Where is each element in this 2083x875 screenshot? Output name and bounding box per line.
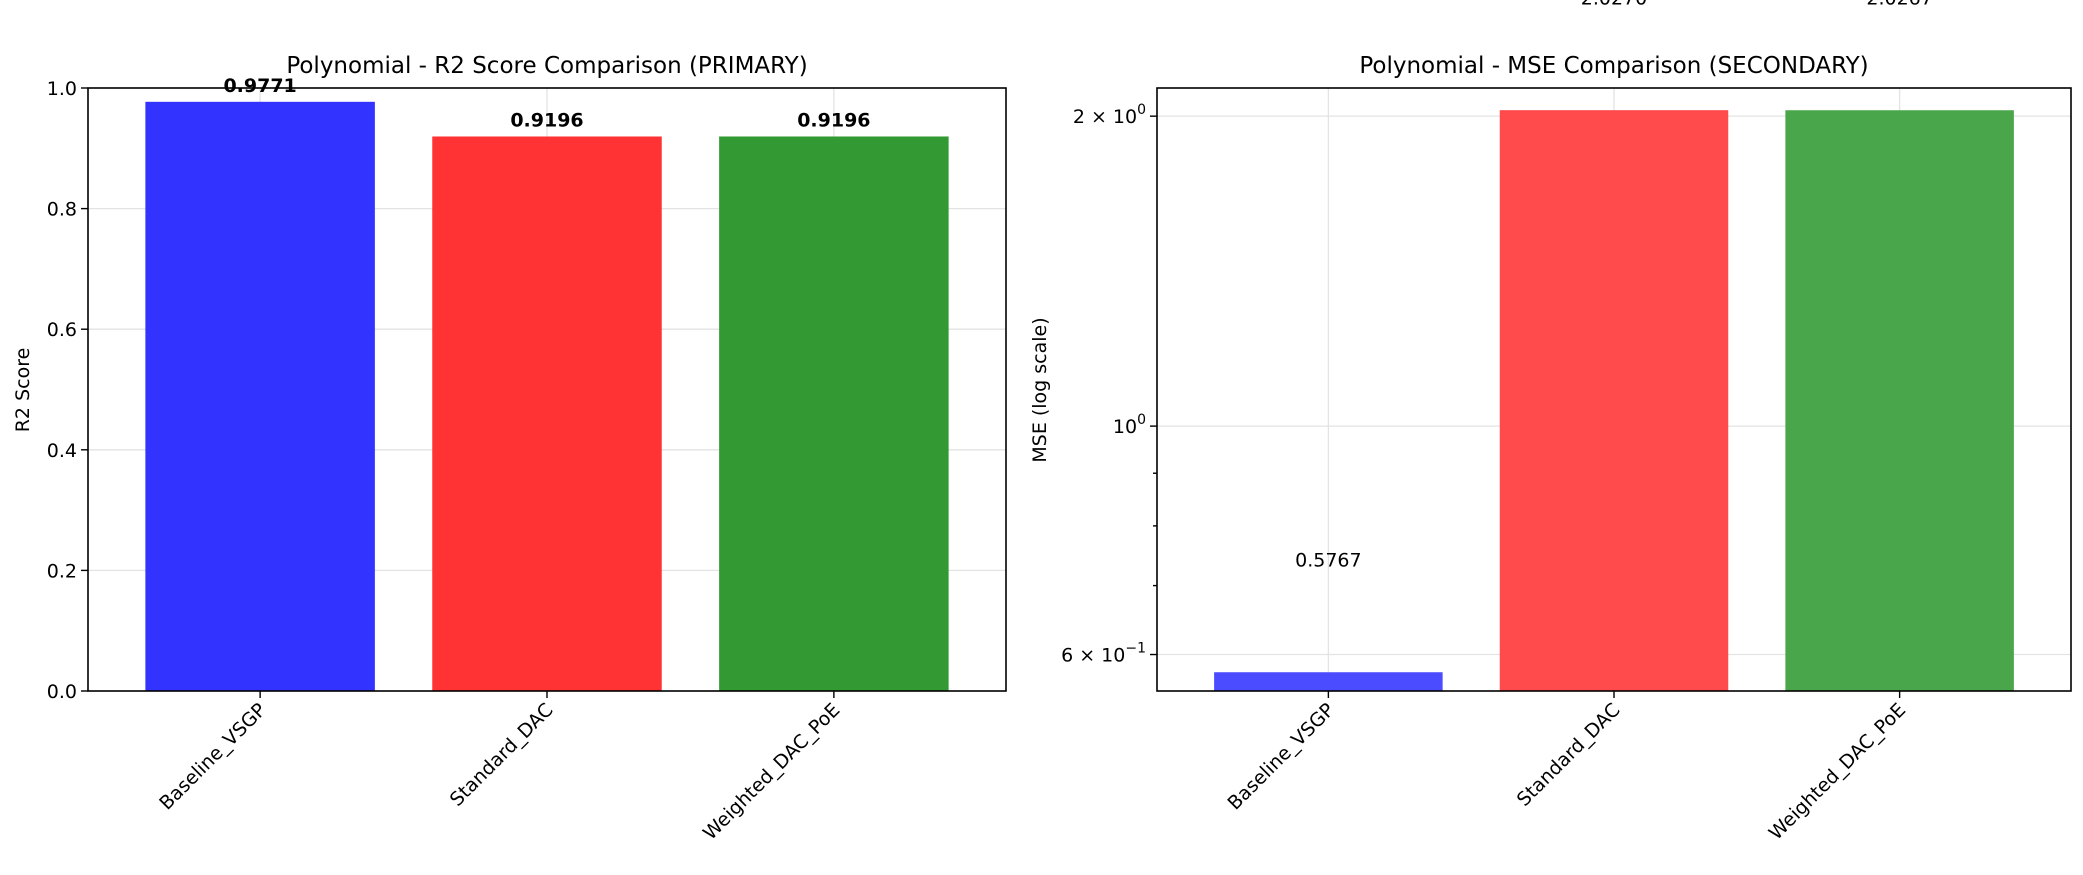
mse-value-label-baseline-vsgp: 0.5767 xyxy=(1295,549,1361,571)
r2-x-tick-label-baseline-vsgp: Baseline_VSGP xyxy=(155,699,270,814)
r2-bar-baseline-vsgp xyxy=(145,101,375,691)
r2-y-tick-label: 0.0 xyxy=(47,681,77,703)
r2-y-axis-label: R2 Score xyxy=(12,348,34,433)
mse-value-labels: 0.5767 2.0270 2.0267 xyxy=(1295,0,1933,571)
r2-y-tick-label: 1.0 xyxy=(47,78,77,100)
mse-chart: Baseline_VSGP Standard_DAC Weighted_DAC_Po… xyxy=(1029,0,2072,844)
mse-y-axis-label: MSE (log scale) xyxy=(1029,317,1051,462)
r2-bars xyxy=(145,101,949,691)
r2-bar-weighted-dac-poe xyxy=(719,136,949,691)
r2-y-tick-label: 0.8 xyxy=(47,199,77,221)
mse-y-tick-label: 6 × 10−1 xyxy=(1061,641,1146,667)
r2-value-label-standard-dac: 0.9196 xyxy=(510,109,583,131)
mse-bars xyxy=(1214,110,2014,692)
r2-y-tick-label: 0.2 xyxy=(47,560,77,582)
mse-y-tick-label: 100 xyxy=(1113,412,1146,438)
r2-y-tick-label: 0.6 xyxy=(47,319,77,341)
mse-bar-weighted-dac-poe xyxy=(1785,110,2014,692)
mse-x-tick-label-standard-dac: Standard_DAC xyxy=(1513,699,1625,811)
mse-value-label-weighted-dac-poe: 2.0267 xyxy=(1866,0,1932,9)
r2-x-tick-label-standard-dac: Standard_DAC xyxy=(446,699,558,811)
r2-chart-title: Polynomial - R2 Score Comparison (PRIMAR… xyxy=(286,53,807,79)
r2-bar-standard-dac xyxy=(432,136,662,691)
r2-x-tick-label-weighted-dac-poe: Weighted_DAC_PoE xyxy=(699,699,844,844)
mse-x-tick-label-weighted-dac-poe: Weighted_DAC_PoE xyxy=(1765,699,1910,844)
r2-value-label-weighted-dac-poe: 0.9196 xyxy=(797,109,870,131)
mse-value-label-standard-dac: 2.0270 xyxy=(1581,0,1647,9)
r2-score-chart: Baseline_VSGP Standard_DAC Weighted_DAC_Po… xyxy=(12,53,1007,844)
mse-axes: Baseline_VSGP Standard_DAC Weighted_DAC_Po… xyxy=(1061,102,1910,844)
mse-chart-title: Polynomial - MSE Comparison (SECONDARY) xyxy=(1359,53,1868,79)
mse-x-tick-label-baseline-vsgp: Baseline_VSGP xyxy=(1223,699,1338,814)
r2-value-labels: 0.9771 0.9196 0.9196 xyxy=(223,75,870,132)
mse-y-tick-label: 2 × 100 xyxy=(1073,102,1146,128)
mse-bar-baseline-vsgp xyxy=(1214,672,1443,691)
r2-value-label-baseline-vsgp: 0.9771 xyxy=(223,75,296,97)
r2-y-tick-label: 0.4 xyxy=(47,440,77,462)
mse-bar-standard-dac xyxy=(1499,110,1729,691)
